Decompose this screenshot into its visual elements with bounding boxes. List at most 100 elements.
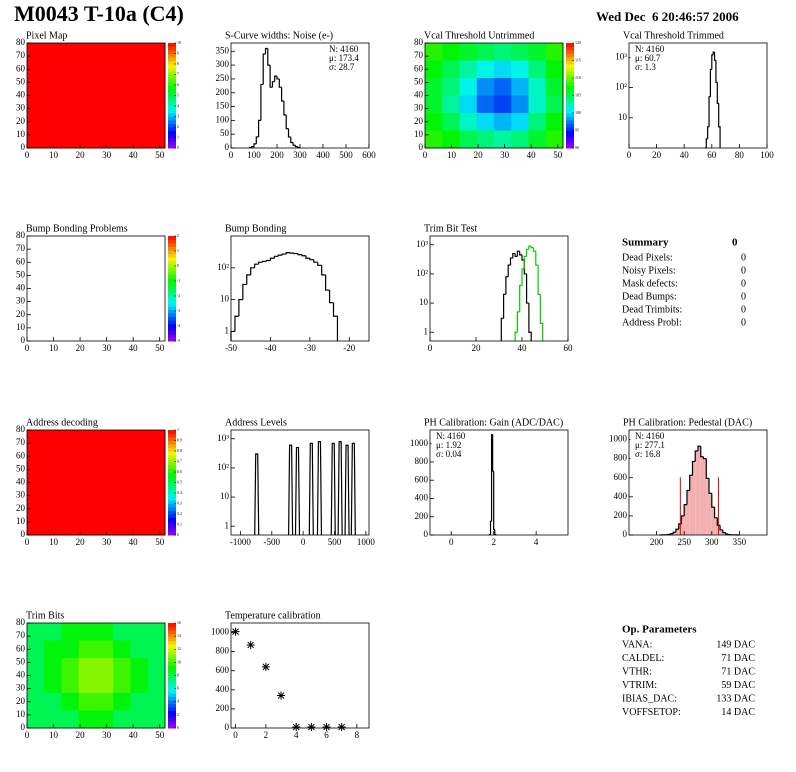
heat-cell	[130, 658, 149, 676]
y-tick-label: 0	[225, 722, 230, 732]
colorbar-step	[566, 81, 574, 86]
x-tick-label: -1000	[230, 537, 251, 547]
y-tick-label: 0	[21, 142, 26, 152]
hist-bin	[292, 142, 296, 146]
hist-bin	[709, 68, 712, 97]
hist-bin	[526, 273, 529, 304]
colorbar-step	[168, 323, 176, 328]
colorbar-label: 7	[177, 71, 179, 76]
x-tick-label: 0	[627, 150, 632, 160]
y-tick-label: 1	[424, 326, 429, 336]
hist-bin	[521, 254, 525, 261]
panel-title: Temperature calibration	[225, 610, 321, 621]
colorbar-step	[566, 102, 574, 107]
x-tick-label: 200	[270, 150, 284, 160]
y-tick-label: 250	[216, 73, 230, 83]
colorbar-step	[566, 50, 574, 54]
hist-bin	[705, 458, 710, 479]
y-tick-label: 40	[16, 670, 26, 680]
colorbar-label: 8	[177, 61, 179, 66]
x-tick-label: 50	[553, 150, 563, 160]
y-tick-label: 0	[21, 335, 26, 345]
panel-title: PH Calibration: Gain (ADC/DAC)	[424, 417, 563, 428]
colorbar-step	[168, 285, 176, 289]
colorbar-step	[168, 451, 176, 455]
heat-cell	[44, 675, 62, 694]
summary-label: Dead Trimbits:	[622, 304, 682, 315]
colorbar-step	[566, 134, 574, 138]
y-tick-label: 10	[220, 491, 230, 501]
heat-cell	[147, 675, 166, 694]
colorbar-step	[168, 447, 176, 452]
colorbar-step	[168, 707, 176, 711]
colorbar-step	[566, 92, 574, 96]
colorbar-step	[168, 482, 176, 487]
panel: S-Curve widths: Noise (e-) 0 100 200 300 400 5…	[216, 30, 377, 160]
heat-cell	[511, 60, 529, 79]
colorbar-label: 115	[575, 57, 581, 62]
x-tick-label: -50	[225, 343, 237, 353]
x-tick-label: 20	[76, 537, 86, 547]
y-tick-label: 0	[424, 529, 429, 539]
panel-title: Address Levels	[225, 417, 287, 428]
panel: Pixel Map 0 1 2 3 4 5 6 7 8 9 10 0 10 20 30 40 50 0 10 20 30 4…	[16, 30, 181, 160]
y-tick-label: 50	[16, 463, 26, 473]
spike	[308, 442, 314, 536]
heat-cell	[96, 693, 114, 711]
hist-bin	[530, 246, 534, 249]
colorbar-label: 0.3	[177, 500, 182, 505]
x-tick-label: 60	[564, 343, 574, 353]
y-tick-label: 10²	[217, 462, 229, 472]
hist-fill	[681, 516, 685, 535]
colorbar-step	[168, 686, 176, 690]
colorbar-step	[168, 654, 176, 659]
colorbar-step	[168, 302, 176, 307]
colorbar-step	[566, 144, 574, 149]
y-tick-label: 20	[16, 696, 26, 706]
stats-line: μ: 277.1	[635, 440, 665, 450]
hist-bin	[309, 258, 314, 261]
x-tick-label: 30	[102, 343, 112, 353]
hist-bin	[505, 276, 509, 295]
colorbar-step	[168, 465, 176, 469]
x-tick-label: 40	[129, 343, 139, 353]
hist-fill	[698, 446, 701, 535]
colorbar-step	[168, 109, 176, 114]
x-tick-label: 50	[155, 537, 165, 547]
spike	[287, 444, 294, 536]
colorbar-step	[168, 92, 176, 96]
colorbar-step	[566, 57, 574, 61]
colorbar-step	[168, 700, 176, 704]
heat-cell	[27, 43, 166, 149]
y-tick-label: 600	[614, 472, 628, 482]
heat-cell	[96, 710, 114, 729]
heat-cell	[113, 710, 131, 729]
panel-title: S-Curve widths: Noise (e-)	[225, 30, 333, 41]
colorbar-step	[168, 88, 176, 93]
heat-cell	[459, 43, 478, 61]
spike	[330, 442, 336, 536]
hist-bin	[278, 78, 282, 88]
heat-cell	[511, 95, 529, 114]
hist-bin	[269, 257, 275, 261]
colorbar-step	[168, 246, 176, 251]
colorbar-step	[168, 134, 176, 138]
heat-cell	[130, 623, 149, 641]
hist-bin	[507, 264, 511, 277]
heat-cell	[494, 60, 512, 79]
summary-value: 0	[741, 317, 746, 328]
heat-cell	[425, 113, 443, 131]
hist-bin	[705, 138, 708, 148]
colorbar-step	[168, 320, 176, 324]
y-tick-label: 50	[16, 76, 26, 86]
x-tick-label: -30	[304, 343, 316, 353]
colorbar-step	[168, 623, 176, 627]
colorbar-label: 16	[177, 620, 181, 625]
colorbar-label: 9	[177, 50, 179, 55]
spike	[350, 442, 356, 536]
heat-cell	[425, 95, 443, 114]
panel: Bump Bonding -50 -40 -30 -20 1 10 10²	[217, 223, 370, 353]
colorbar-step	[168, 682, 176, 687]
colorbar-step	[168, 444, 176, 448]
heat-cell	[494, 95, 512, 114]
